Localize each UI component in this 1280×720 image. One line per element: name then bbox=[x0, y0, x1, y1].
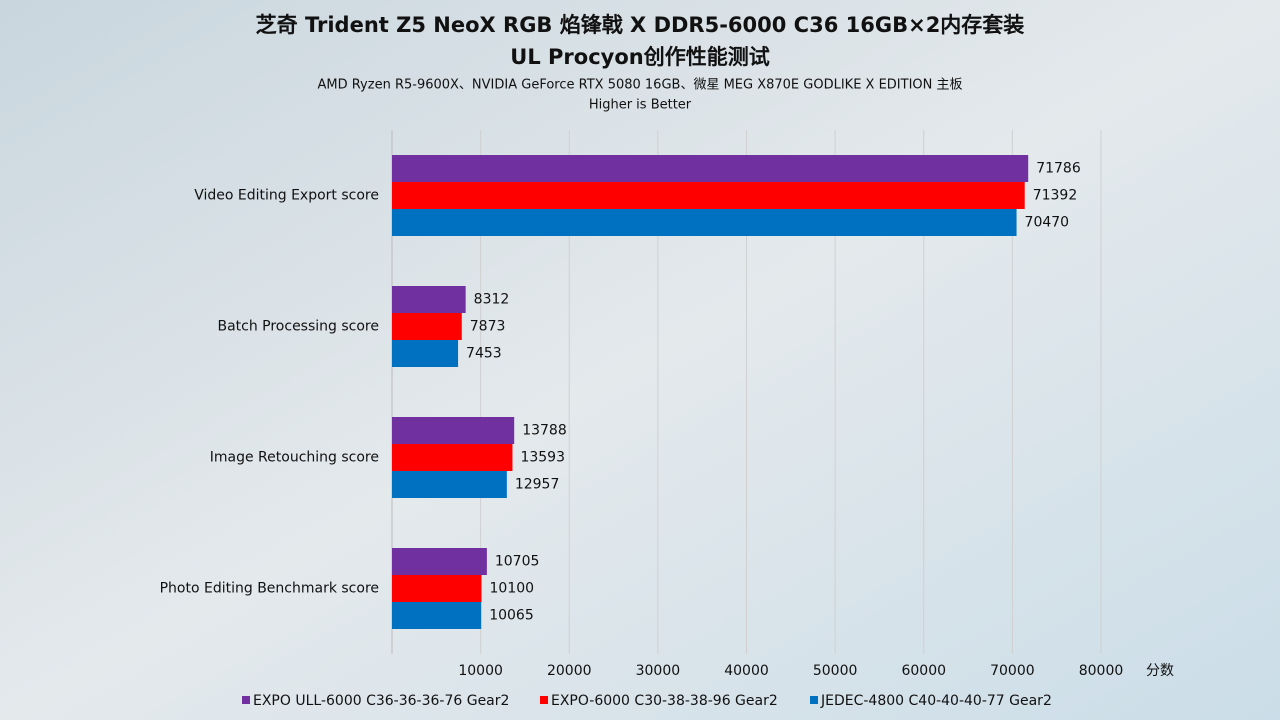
value-label: 12957 bbox=[515, 477, 560, 493]
bar bbox=[392, 209, 1017, 236]
chart-subtitle: AMD Ryzen R5-9600X、NVIDIA GeForce RTX 50… bbox=[317, 78, 962, 93]
chart-title: UL Procyon创作性能测试 bbox=[510, 45, 769, 69]
x-tick-label: 70000 bbox=[990, 663, 1035, 679]
legend-label: JEDEC-4800 C40-40-40-77 Gear2 bbox=[820, 693, 1052, 709]
value-label: 10100 bbox=[490, 581, 535, 597]
value-label: 7873 bbox=[470, 319, 506, 335]
x-axis-label: 分数 bbox=[1146, 663, 1174, 679]
bar bbox=[392, 340, 459, 367]
value-label: 10705 bbox=[495, 554, 540, 570]
value-label: 7453 bbox=[466, 346, 502, 362]
value-label: 8312 bbox=[474, 292, 510, 308]
chart-title: 芝奇 Trident Z5 NeoX RGB 焰锋戟 X DDR5-6000 C… bbox=[256, 13, 1025, 37]
bar bbox=[392, 548, 487, 575]
value-label: 71786 bbox=[1036, 161, 1081, 177]
value-label: 10065 bbox=[489, 608, 534, 624]
bar bbox=[392, 417, 515, 444]
y-tick-label: Batch Processing score bbox=[217, 319, 379, 335]
x-tick-label: 60000 bbox=[901, 663, 946, 679]
bar bbox=[392, 575, 482, 602]
value-label: 13788 bbox=[522, 423, 567, 439]
bar bbox=[392, 155, 1029, 182]
x-tick-label: 50000 bbox=[813, 663, 858, 679]
value-label: 70470 bbox=[1025, 215, 1070, 231]
value-label: 13593 bbox=[520, 450, 565, 466]
x-tick-label: 40000 bbox=[724, 663, 769, 679]
x-tick-label: 80000 bbox=[1079, 663, 1124, 679]
bar bbox=[392, 182, 1025, 209]
legend-label: EXPO-6000 C30-38-38-96 Gear2 bbox=[551, 693, 778, 709]
legend-label: EXPO ULL-6000 C36-36-36-76 Gear2 bbox=[253, 693, 509, 709]
y-tick-label: Image Retouching score bbox=[210, 450, 379, 466]
legend-swatch bbox=[242, 696, 250, 704]
chart-note: Higher is Better bbox=[589, 98, 692, 113]
bar bbox=[392, 602, 482, 629]
value-label: 71392 bbox=[1033, 188, 1078, 204]
bar bbox=[392, 313, 462, 340]
x-tick-label: 10000 bbox=[458, 663, 503, 679]
legend-swatch bbox=[810, 696, 818, 704]
x-tick-label: 30000 bbox=[636, 663, 681, 679]
bar bbox=[392, 444, 513, 471]
bar bbox=[392, 471, 507, 498]
bar bbox=[392, 286, 466, 313]
y-tick-label: Photo Editing Benchmark score bbox=[160, 581, 379, 597]
y-tick-label: Video Editing Export score bbox=[194, 188, 379, 204]
legend-swatch bbox=[540, 696, 548, 704]
x-tick-label: 20000 bbox=[547, 663, 592, 679]
